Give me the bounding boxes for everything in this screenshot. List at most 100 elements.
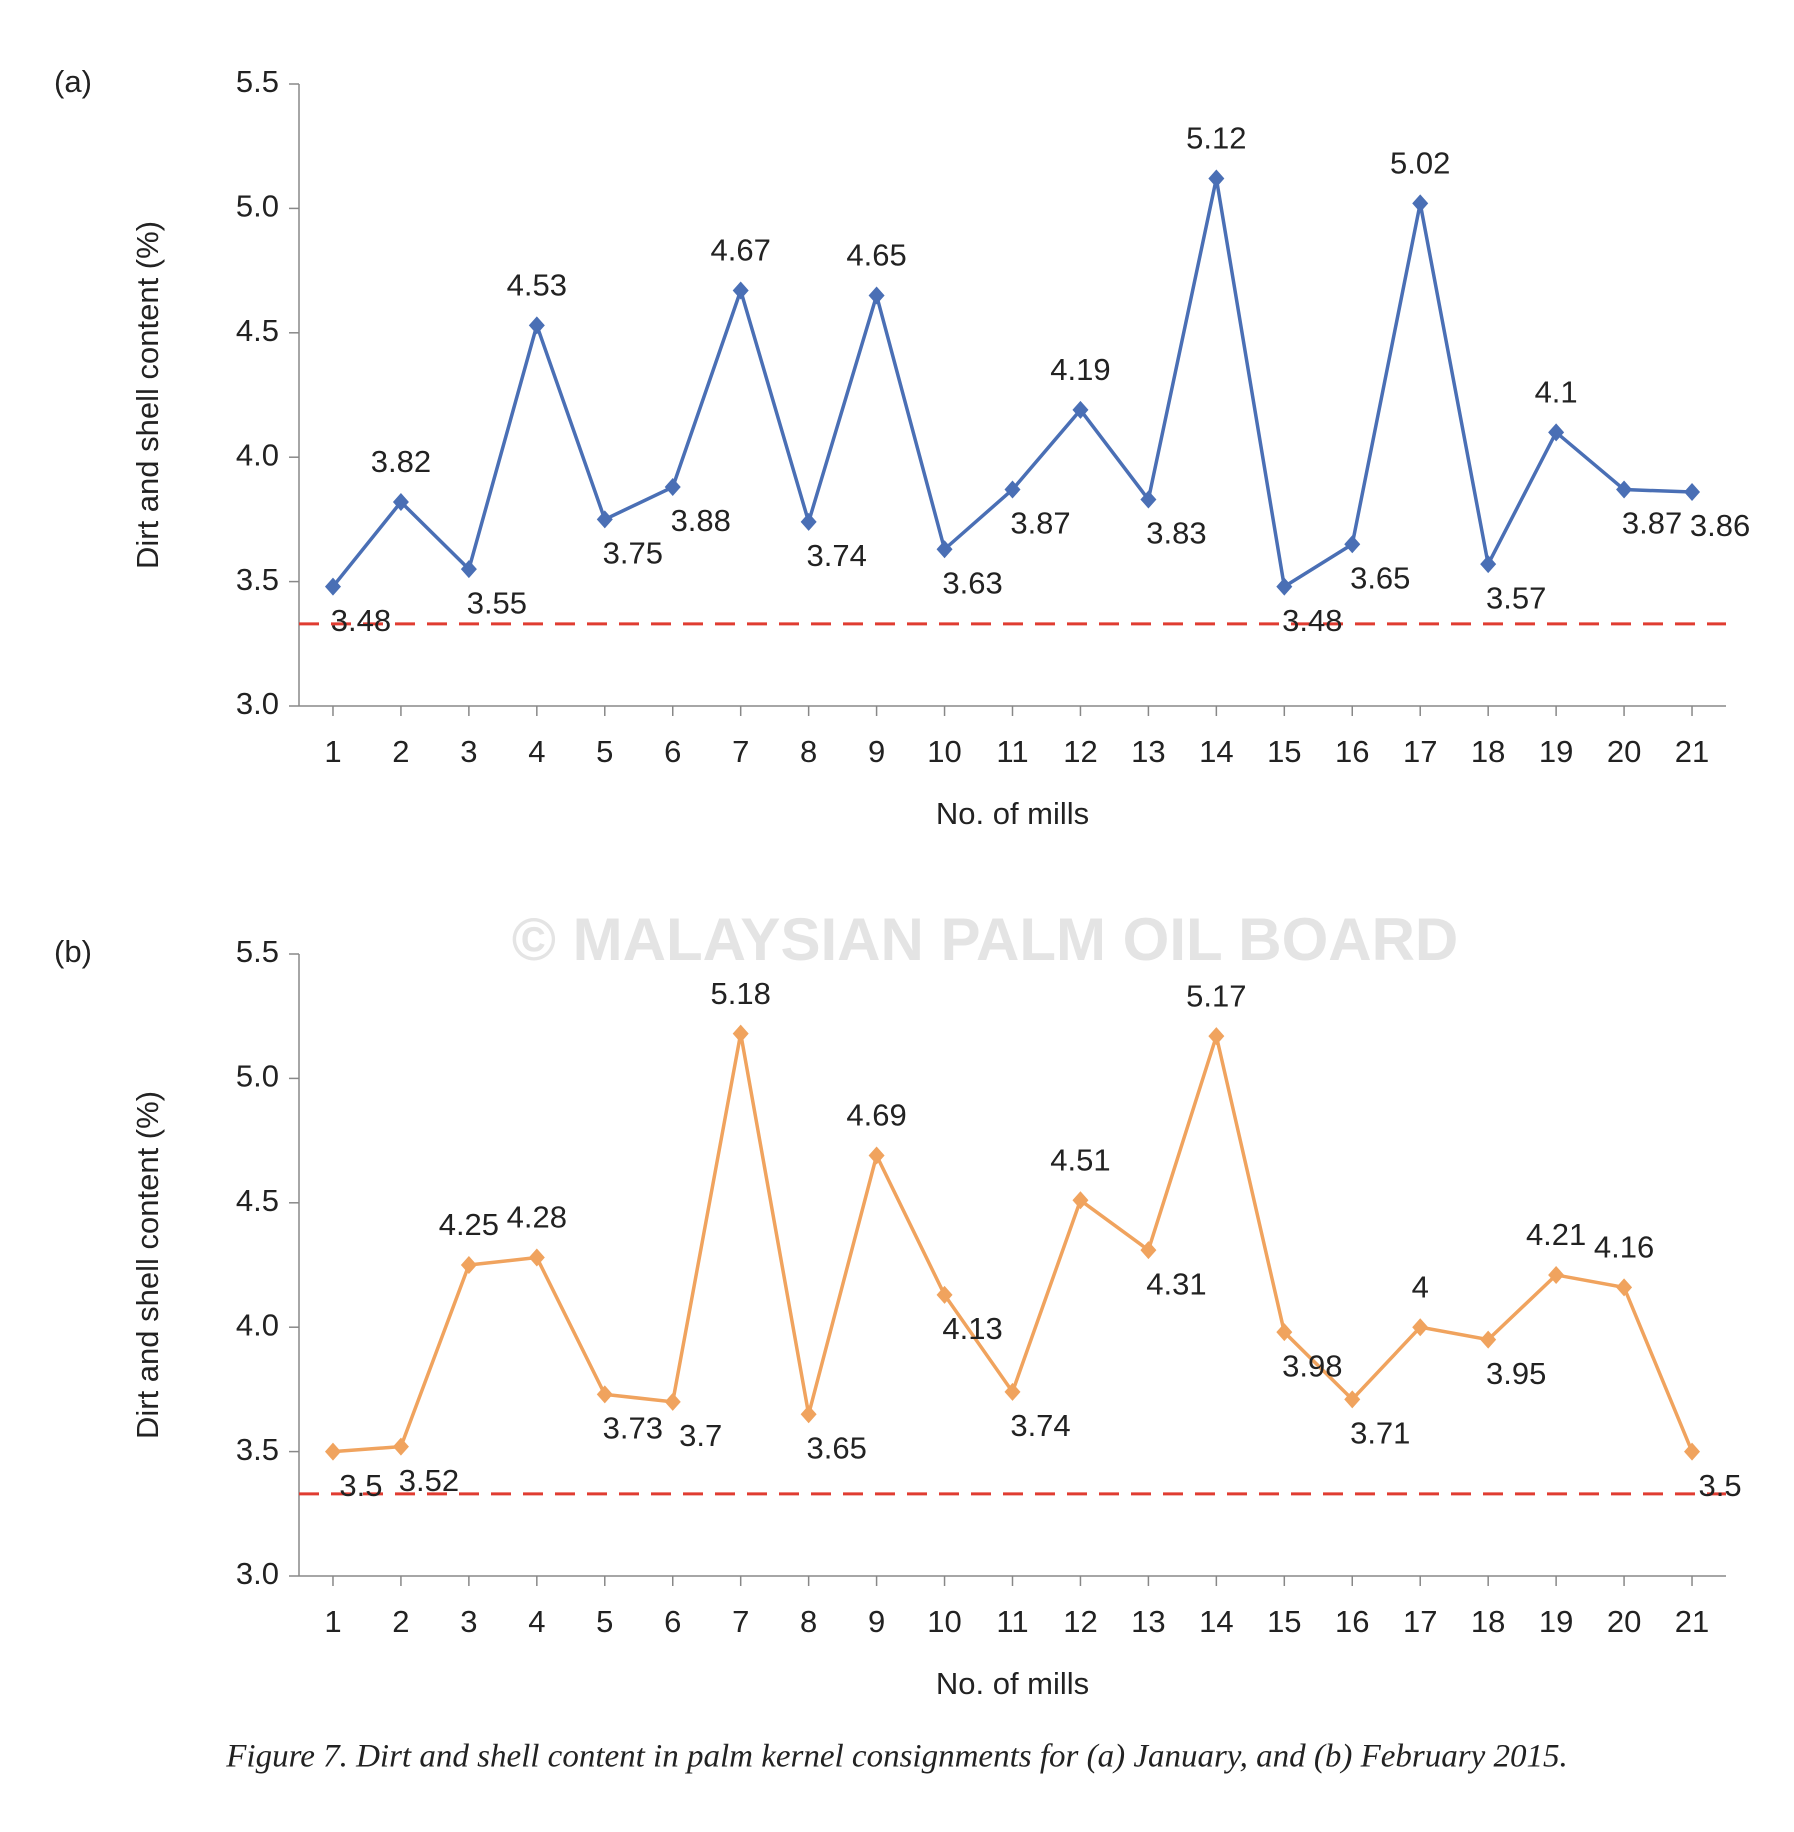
marker [936,540,953,559]
data-label: 3.63 [942,565,1002,600]
marker [1684,483,1701,502]
marker [1344,535,1361,554]
data-label: 3.71 [1350,1416,1410,1451]
y-tick-label: 4.5 [236,313,279,348]
y-tick-label: 3.5 [236,1432,279,1467]
x-tick-label: 21 [1675,734,1709,769]
watermark: © MALAYSIAN PALM OIL BOARD [512,906,1458,973]
y-tick-label: 5.5 [236,64,279,99]
x-tick-label: 1 [324,1604,341,1639]
y-axis-label: Dirt and shell content (%) [130,221,165,569]
data-label: 4.69 [846,1098,906,1133]
data-label: 3.73 [603,1411,663,1446]
x-tick-label: 14 [1199,734,1233,769]
data-label: 4.16 [1594,1230,1654,1265]
x-tick-label: 4 [528,734,545,769]
y-tick-label: 4.0 [236,1307,279,1342]
data-label: 4.53 [507,268,567,303]
x-axis-label: No. of mills [936,796,1089,831]
data-label: 3.52 [399,1463,459,1498]
x-tick-label: 5 [596,1604,613,1639]
marker [1208,1027,1225,1046]
y-tick-label: 3.0 [236,1556,279,1591]
x-tick-label: 2 [392,734,409,769]
x-tick-label: 11 [996,734,1028,769]
marker [1208,169,1225,188]
data-label: 3.55 [467,585,527,620]
marker [596,1385,613,1404]
data-label: 3.48 [1282,603,1342,638]
marker [1480,555,1497,574]
data-label: 4.28 [507,1200,567,1235]
marker [664,1392,681,1411]
y-tick-label: 4.0 [236,437,279,472]
x-tick-label: 5 [596,734,613,769]
marker [732,1024,749,1043]
marker [1684,1442,1701,1461]
data-label: 5.12 [1186,121,1246,156]
x-tick-label: 19 [1539,734,1573,769]
x-tick-label: 13 [1131,734,1165,769]
data-label: 4.13 [942,1311,1002,1346]
data-label: 4 [1412,1269,1429,1304]
x-tick-label: 6 [664,1604,681,1639]
x-tick-label: 13 [1131,1604,1165,1639]
marker [800,512,817,531]
data-label: 3.74 [806,538,866,573]
marker [1480,1330,1497,1349]
marker [1412,1318,1429,1337]
panel-label: (a) [54,64,92,99]
data-label: 4.25 [439,1207,499,1242]
data-label: 3.5 [1698,1468,1741,1503]
data-label: 4.1 [1535,375,1578,410]
marker [1072,400,1089,419]
x-tick-label: 2 [392,1604,409,1639]
marker [1140,1241,1157,1260]
y-tick-label: 3.0 [236,686,279,721]
data-label: 5.18 [711,976,771,1011]
marker [732,281,749,300]
y-axis-label: Dirt and shell content (%) [130,1091,165,1439]
x-tick-label: 10 [927,734,961,769]
marker [1004,480,1021,499]
marker [392,1437,409,1456]
marker [596,510,613,529]
marker [1616,480,1633,499]
data-label: 3.57 [1486,580,1546,615]
marker [1344,1390,1361,1409]
x-tick-label: 15 [1267,734,1301,769]
marker [1004,1382,1021,1401]
x-tick-label: 11 [996,1604,1028,1639]
x-tick-label: 20 [1607,1604,1641,1639]
x-tick-label: 12 [1063,734,1097,769]
data-label: 3.48 [331,603,391,638]
data-label: 4.21 [1526,1217,1586,1252]
marker [460,560,477,579]
marker [868,286,885,305]
y-tick-label: 5.5 [236,934,279,969]
marker [1548,1265,1565,1284]
x-axis-label: No. of mills [936,1666,1089,1701]
marker [528,316,545,335]
marker [1276,1323,1293,1342]
data-label: 3.65 [806,1430,866,1465]
x-tick-label: 16 [1335,734,1369,769]
data-label: 3.74 [1010,1408,1070,1443]
marker [528,1248,545,1267]
x-tick-label: 18 [1471,1604,1505,1639]
marker [1616,1278,1633,1297]
panel-label: (b) [54,934,92,969]
data-label: 4.31 [1146,1266,1206,1301]
marker [1140,490,1157,509]
x-tick-label: 9 [868,1604,885,1639]
data-label: 4.65 [846,238,906,273]
y-tick-label: 5.0 [236,189,279,224]
y-tick-label: 3.5 [236,562,279,597]
x-tick-label: 7 [732,1604,749,1639]
x-tick-label: 1 [324,734,341,769]
data-label: 3.98 [1282,1348,1342,1383]
x-tick-label: 4 [528,1604,545,1639]
data-label: 4.67 [711,233,771,268]
marker [664,478,681,497]
x-tick-label: 14 [1199,1604,1233,1639]
